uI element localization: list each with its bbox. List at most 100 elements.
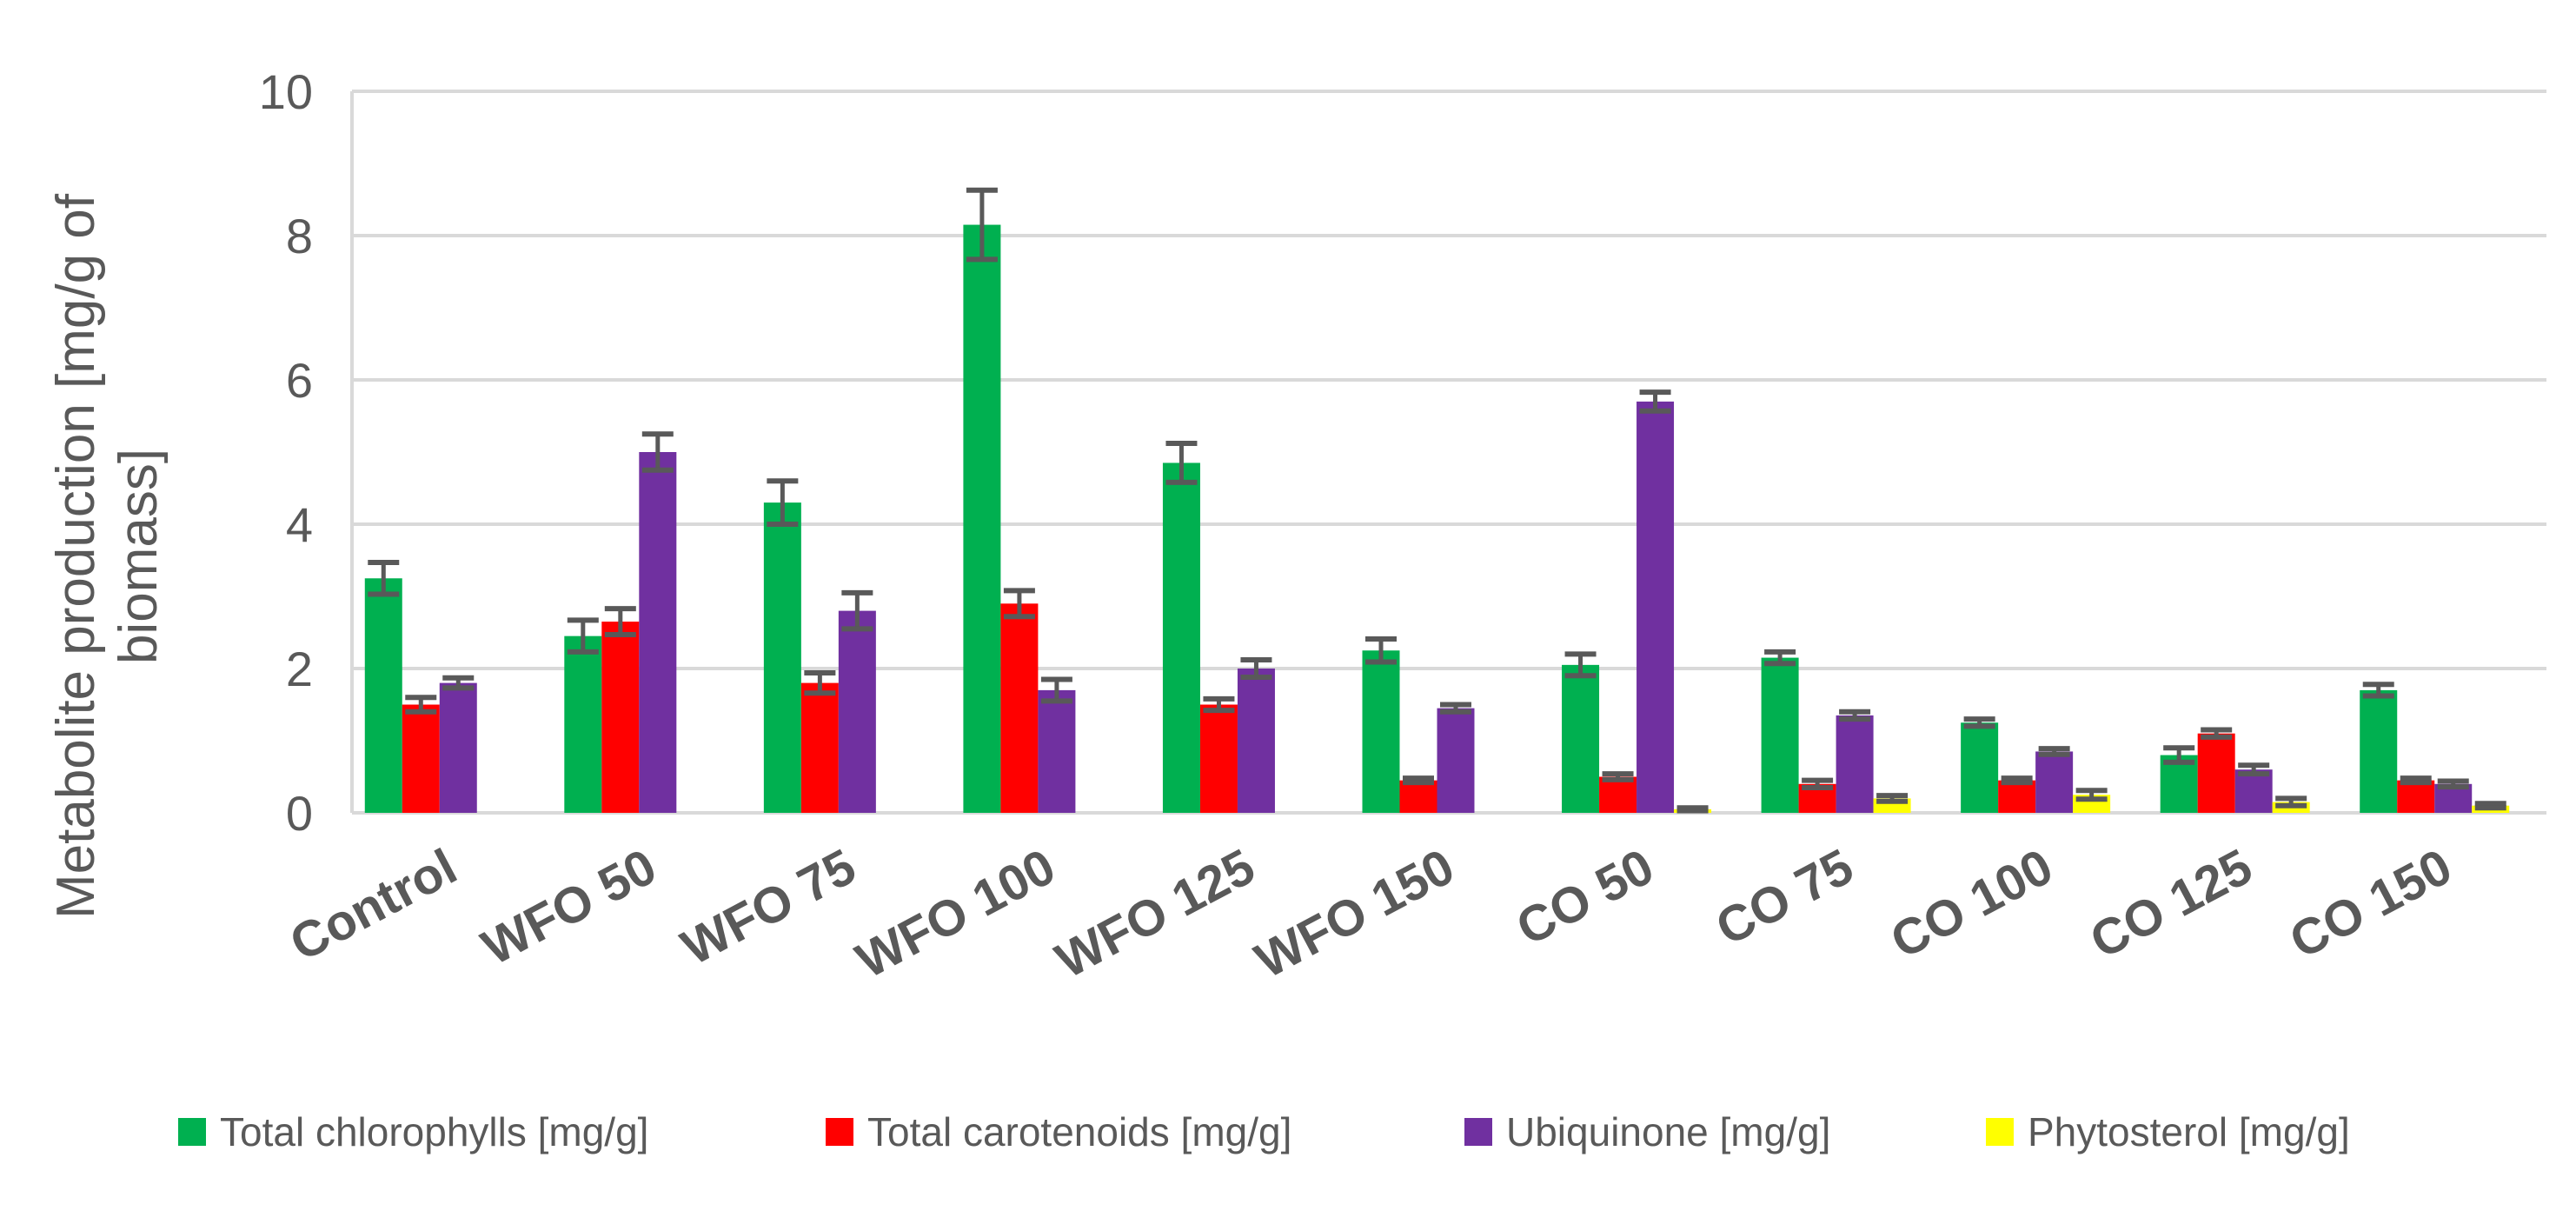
legend-swatch-0	[178, 1118, 206, 1146]
bar-control-series-2	[439, 682, 477, 813]
error-bar-co-50-series-2	[1639, 389, 1671, 414]
legend-item-1: Total carotenoids [mg/g]	[826, 1109, 1291, 1154]
bar-co-75-series-2	[1836, 715, 1874, 813]
error-bar-co-100-series-2	[2038, 746, 2070, 757]
legend-swatch-3	[1986, 1118, 2014, 1146]
y-axis-title: Metabolite production [mg/g of biomass]	[46, 193, 169, 919]
y-axis-title-line-2: biomass]	[109, 449, 169, 664]
bar-control-series-0	[364, 578, 402, 813]
bar-co-50-series-2	[1637, 401, 1675, 813]
bar-wfo-75-series-2	[838, 610, 876, 813]
bar-wfo-100-series-2	[1038, 689, 1076, 813]
bar-control-series-1	[402, 704, 440, 813]
y-tick-label-2: 2	[286, 642, 313, 696]
bar-co-100-series-1	[1998, 780, 2036, 813]
error-bar-wfo-75-series-1	[804, 669, 836, 696]
error-bar-wfo-150-series-2	[1440, 702, 1471, 715]
legend-label-3: Phytosterol [mg/g]	[2028, 1109, 2350, 1154]
y-axis-tick-labels: 0 2 4 6 8 10	[259, 64, 313, 841]
x-label-wfo-125: WFO 125	[1046, 838, 1264, 989]
error-bar-wfo-150-series-0	[1365, 635, 1397, 665]
y-tick-label-8: 8	[286, 209, 313, 263]
legend-item-0: Total chlorophylls [mg/g]	[178, 1109, 648, 1154]
legend-label-1: Total carotenoids [mg/g]	[867, 1109, 1291, 1154]
bars	[364, 224, 2510, 813]
error-bar-control-series-0	[368, 559, 400, 597]
bar-co-50-series-0	[1562, 664, 1600, 813]
legend-item-2: Ubiquinone [mg/g]	[1464, 1109, 1830, 1154]
error-bar-wfo-50-series-2	[641, 431, 674, 473]
legend-swatch-1	[826, 1118, 853, 1146]
y-axis-title-line-1: Metabolite production [mg/g of	[46, 193, 106, 919]
bar-co-150-series-0	[2360, 689, 2398, 813]
error-bar-wfo-125-series-1	[1203, 695, 1235, 714]
error-bar-co-75-series-2	[1839, 709, 1871, 722]
bar-wfo-100-series-1	[1000, 603, 1039, 813]
error-bar-wfo-100-series-0	[966, 187, 998, 263]
error-bar-wfo-150-series-1	[1403, 775, 1434, 786]
error-bar-wfo-125-series-0	[1165, 441, 1198, 485]
bar-co-100-series-2	[2035, 751, 2074, 813]
bar-wfo-150-series-0	[1362, 650, 1400, 813]
legend-item-3: Phytosterol [mg/g]	[1986, 1109, 2350, 1154]
bar-wfo-75-series-0	[763, 502, 801, 813]
bar-wfo-75-series-1	[800, 682, 839, 813]
bar-wfo-125-series-2	[1237, 669, 1275, 813]
bar-co-150-series-1	[2397, 780, 2435, 813]
error-bar-wfo-75-series-2	[841, 589, 873, 632]
bar-co-75-series-0	[1761, 657, 1799, 813]
error-bar-co-125-series-3	[2275, 795, 2307, 808]
x-label-co-75: CO 75	[1707, 838, 1862, 956]
error-bar-co-125-series-2	[2238, 762, 2270, 777]
y-tick-label-4: 4	[286, 497, 313, 552]
error-bar-co-150-series-3	[2474, 801, 2506, 811]
error-bar-control-series-1	[405, 695, 437, 715]
bar-wfo-150-series-1	[1399, 780, 1437, 813]
error-bar-co-150-series-0	[2362, 682, 2394, 699]
error-bar-wfo-100-series-2	[1040, 676, 1072, 704]
error-bar-wfo-100-series-1	[1003, 588, 1035, 620]
error-bar-co-150-series-1	[2400, 775, 2432, 786]
error-bar-co-75-series-3	[1876, 793, 1909, 804]
error-bar-co-50-series-1	[1602, 771, 1634, 782]
bar-co-125-series-1	[2197, 733, 2235, 813]
bar-wfo-150-series-2	[1437, 708, 1475, 813]
error-bar-co-100-series-3	[2075, 788, 2108, 802]
bar-wfo-50-series-0	[564, 635, 602, 813]
legend-label-2: Ubiquinone [mg/g]	[1506, 1109, 1830, 1154]
bar-co-125-series-2	[2234, 769, 2273, 813]
y-tick-label-0: 0	[286, 786, 313, 841]
x-label-co-150: CO 150	[2281, 838, 2460, 969]
bar-co-100-series-0	[1961, 722, 1999, 813]
bar-wfo-125-series-1	[1199, 704, 1238, 813]
x-label-wfo-50: WFO 50	[473, 838, 665, 976]
x-label-wfo-75: WFO 75	[673, 838, 865, 976]
legend-swatch-2	[1464, 1118, 1492, 1146]
error-bar-co-75-series-1	[1802, 777, 1834, 790]
error-bar-co-75-series-0	[1764, 649, 1796, 667]
error-bar-wfo-50-series-0	[567, 617, 599, 655]
x-label-wfo-150: WFO 150	[1246, 838, 1464, 989]
error-bar-co-125-series-0	[2163, 745, 2195, 765]
legend: Total chlorophylls [mg/g] Total carotenoi…	[178, 1109, 2350, 1154]
error-bar-co-150-series-2	[2437, 778, 2469, 790]
error-bars	[368, 187, 2506, 814]
error-bar-wfo-50-series-1	[604, 606, 636, 637]
x-label-co-100: CO 100	[1882, 838, 2061, 969]
error-bar-co-100-series-1	[2001, 775, 2033, 786]
bar-wfo-100-series-0	[963, 224, 1001, 813]
y-tick-label-6: 6	[286, 353, 313, 408]
error-bar-co-50-series-3	[1676, 805, 1709, 814]
x-label-co-50: CO 50	[1508, 838, 1663, 956]
error-bar-co-100-series-0	[1963, 716, 1995, 729]
legend-label-0: Total chlorophylls [mg/g]	[220, 1109, 648, 1154]
bar-co-50-series-1	[1599, 776, 1637, 813]
error-bar-control-series-2	[442, 675, 475, 691]
x-label-control: Control	[281, 838, 466, 972]
error-bar-co-50-series-0	[1564, 651, 1597, 679]
error-bar-co-125-series-1	[2201, 727, 2233, 740]
bar-wfo-125-series-0	[1162, 462, 1200, 813]
y-tick-label-10: 10	[259, 64, 313, 119]
